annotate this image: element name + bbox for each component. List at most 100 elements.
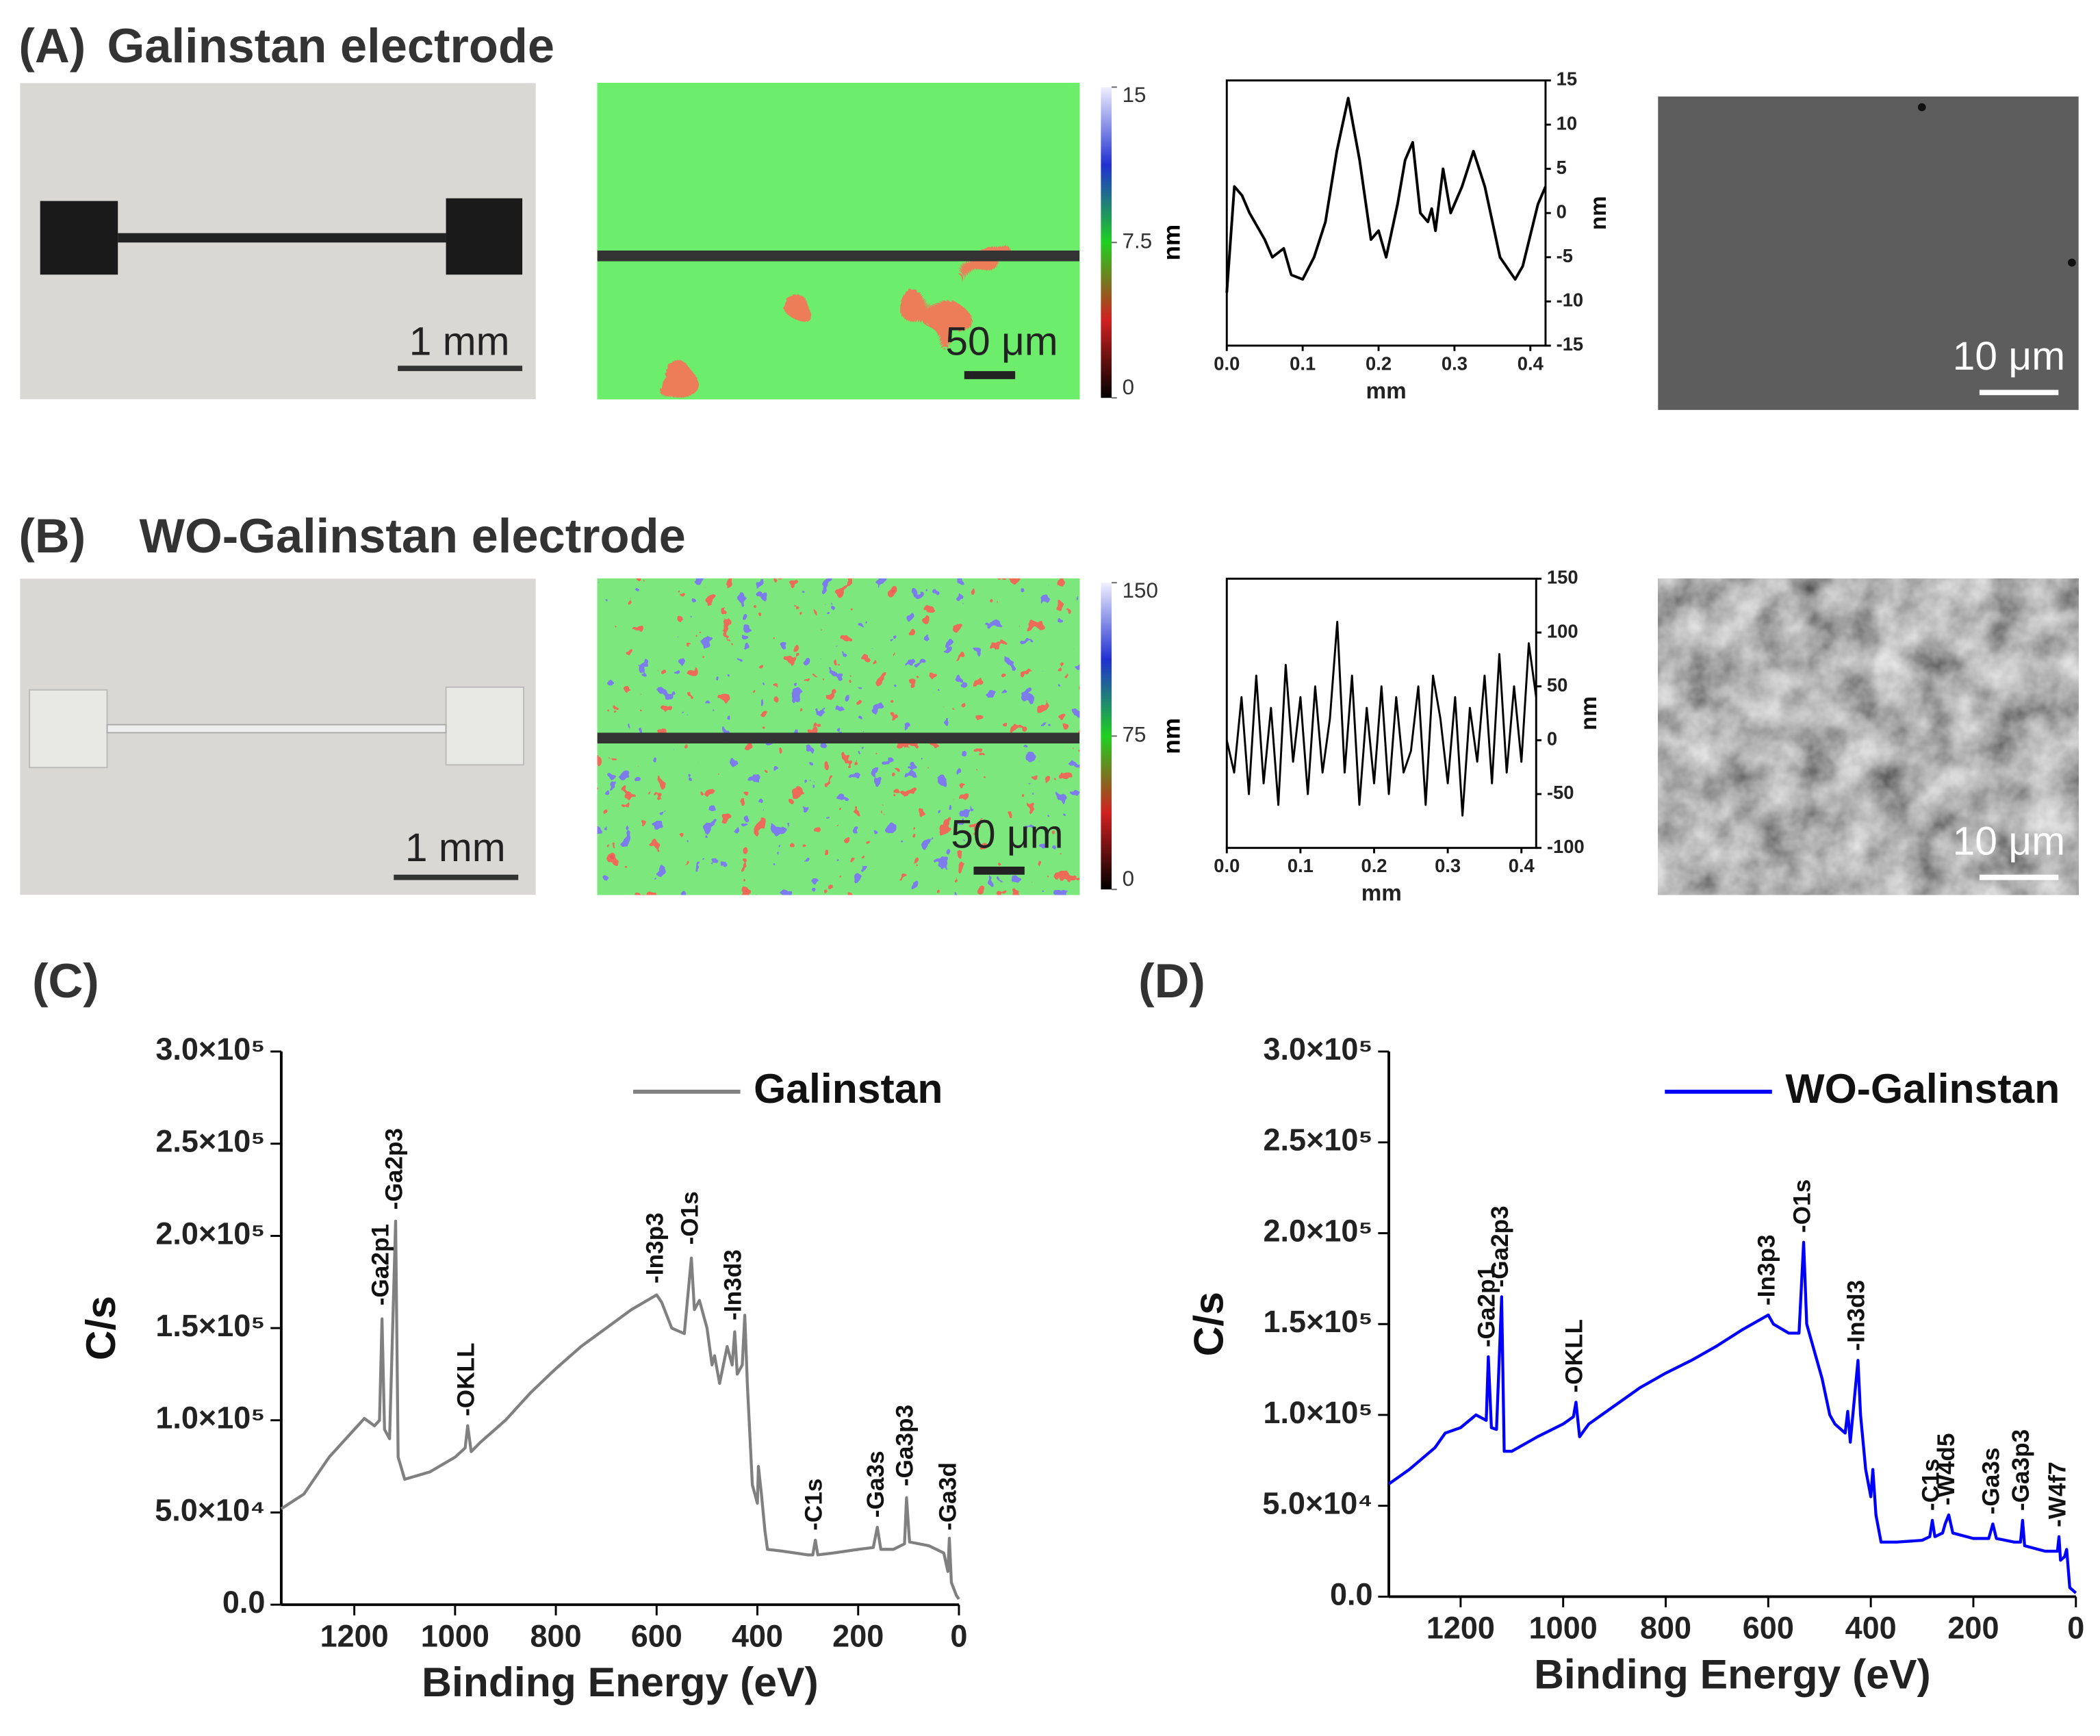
peak-label: -Ga3s <box>1978 1448 2005 1515</box>
x-tick-label: 0.3 <box>1442 353 1468 374</box>
sem-image <box>1658 578 2079 895</box>
scale-bar-label: 10 μm <box>1953 334 2065 379</box>
x-tick-label: 200 <box>1947 1611 1999 1646</box>
y-axis-label: nm <box>1576 696 1602 730</box>
x-tick-label: 0.4 <box>1518 353 1544 374</box>
x-axis-label: mm <box>1366 379 1407 404</box>
y-tick-label: 10 <box>1557 112 1577 133</box>
x-tick-label: 0.4 <box>1509 855 1535 876</box>
x-tick-label: 1000 <box>421 1618 489 1653</box>
y-tick-label: 0.0 <box>1330 1577 1373 1611</box>
sem-pore <box>2068 258 2076 267</box>
x-tick-label: 1200 <box>1426 1611 1495 1646</box>
colorbar-tick-label: 7.5 <box>1123 229 1153 253</box>
sem-pore <box>1917 103 1926 112</box>
electrode-pad <box>29 689 108 769</box>
peak-label: -O1s <box>1789 1179 1815 1233</box>
peak-label: -In3d3 <box>720 1249 747 1320</box>
x-tick-label: 0.1 <box>1290 353 1316 374</box>
scale-bar-label: 50 μm <box>951 812 1063 856</box>
y-tick-label: -50 <box>1547 782 1574 803</box>
profile-line <box>597 732 1080 744</box>
x-tick-label: 600 <box>631 1618 682 1653</box>
y-tick-label: 50 <box>1547 674 1567 695</box>
legend-label: WO-Galinstan <box>1785 1065 2060 1112</box>
x-tick-label: 800 <box>1640 1611 1691 1646</box>
y-tick-label: -100 <box>1547 836 1585 857</box>
colorbar-tick-label: 0 <box>1123 375 1134 399</box>
y-axis-label: C/s <box>77 1296 124 1360</box>
peak-label: -W4d5 <box>1933 1433 1960 1505</box>
y-tick-label: 2.0×10⁵ <box>1264 1213 1373 1248</box>
y-tick-label: 3.0×10⁵ <box>1264 1032 1373 1067</box>
y-tick-label: -5 <box>1557 245 1573 266</box>
peak-label: -W4f7 <box>2044 1461 2071 1527</box>
peak-label: -C1s <box>800 1479 827 1531</box>
peak-label: -Ga3d <box>934 1462 961 1531</box>
colorbar <box>1101 87 1112 398</box>
colorbar-label: nm <box>1158 718 1185 754</box>
peak-label: -OKLL <box>1561 1319 1588 1393</box>
peak-label: -Ga2p3 <box>381 1128 407 1210</box>
colorbar-tick-label: 0 <box>1123 867 1134 891</box>
x-tick-label: 400 <box>1845 1611 1897 1646</box>
peak-label: -Ga3s <box>862 1451 889 1518</box>
x-tick-label: 0.0 <box>1214 855 1240 876</box>
y-tick-label: 3.0×10⁵ <box>155 1032 265 1067</box>
colorbar-tick-label: 15 <box>1123 83 1147 107</box>
electrode-pad <box>445 686 525 766</box>
x-tick-label: 0.0 <box>1214 353 1240 374</box>
legend-label: Galinstan <box>754 1065 943 1112</box>
x-tick-label: 0 <box>2067 1611 2084 1646</box>
y-tick-label: -15 <box>1557 333 1584 355</box>
x-axis-label: Binding Energy (eV) <box>1534 1650 1931 1697</box>
height-map <box>597 83 1080 400</box>
y-axis-label: nm <box>1586 196 1611 230</box>
profile-line <box>597 250 1080 261</box>
x-tick-label: 0 <box>950 1618 967 1653</box>
panel-title: Galinstan electrode <box>107 18 555 73</box>
y-tick-label: 0 <box>1547 728 1557 750</box>
y-tick-label: 100 <box>1547 620 1578 641</box>
y-axis-label: C/s <box>1185 1292 1231 1356</box>
x-tick-label: 600 <box>1743 1611 1794 1646</box>
peak-label: -Ga2p1 <box>367 1224 394 1305</box>
y-tick-label: 2.5×10⁵ <box>1264 1123 1373 1158</box>
scale-bar-label: 1 mm <box>409 319 510 363</box>
colorbar-tick-label: 150 <box>1123 578 1158 602</box>
x-tick-label: 0.2 <box>1361 855 1387 876</box>
y-tick-label: 2.0×10⁵ <box>155 1216 265 1251</box>
y-tick-label: 0.0 <box>222 1585 266 1620</box>
y-tick-label: 150 <box>1547 567 1578 588</box>
electrode-pad <box>40 201 118 275</box>
electrode-line <box>106 724 447 734</box>
sem-image <box>1658 96 2079 410</box>
y-tick-label: 1.0×10⁵ <box>1264 1395 1373 1430</box>
panel-title: WO-Galinstan electrode <box>139 509 685 563</box>
panel-label: (A) <box>18 18 86 73</box>
peak-label: -Ga2p3 <box>1487 1205 1513 1287</box>
peak-label: -OKLL <box>453 1342 480 1416</box>
electrode-line <box>118 233 446 243</box>
y-tick-label: 1.5×10⁵ <box>155 1308 265 1343</box>
x-tick-label: 1200 <box>320 1618 389 1653</box>
x-axis-label: Binding Energy (eV) <box>422 1659 818 1705</box>
peak-label: -Ga3p3 <box>2008 1429 2034 1511</box>
y-tick-label: 0 <box>1557 201 1567 222</box>
panel-label: (C) <box>32 954 99 1008</box>
data-line <box>1225 620 1537 817</box>
peak-label: -In3d3 <box>1843 1280 1870 1351</box>
panel-label: (B) <box>18 509 86 563</box>
y-tick-label: -10 <box>1557 290 1584 311</box>
peak-label: -In3p3 <box>642 1212 669 1284</box>
plot-frame <box>1225 577 1537 850</box>
peak-label: -O1s <box>676 1191 703 1244</box>
x-tick-label: 0.3 <box>1435 855 1461 876</box>
y-tick-label: 1.0×10⁵ <box>155 1401 265 1435</box>
panel-label: (D) <box>1138 954 1205 1008</box>
plot-frame <box>1225 79 1547 347</box>
colorbar-tick-label: 75 <box>1123 723 1147 747</box>
y-tick-label: 2.5×10⁵ <box>155 1124 265 1159</box>
